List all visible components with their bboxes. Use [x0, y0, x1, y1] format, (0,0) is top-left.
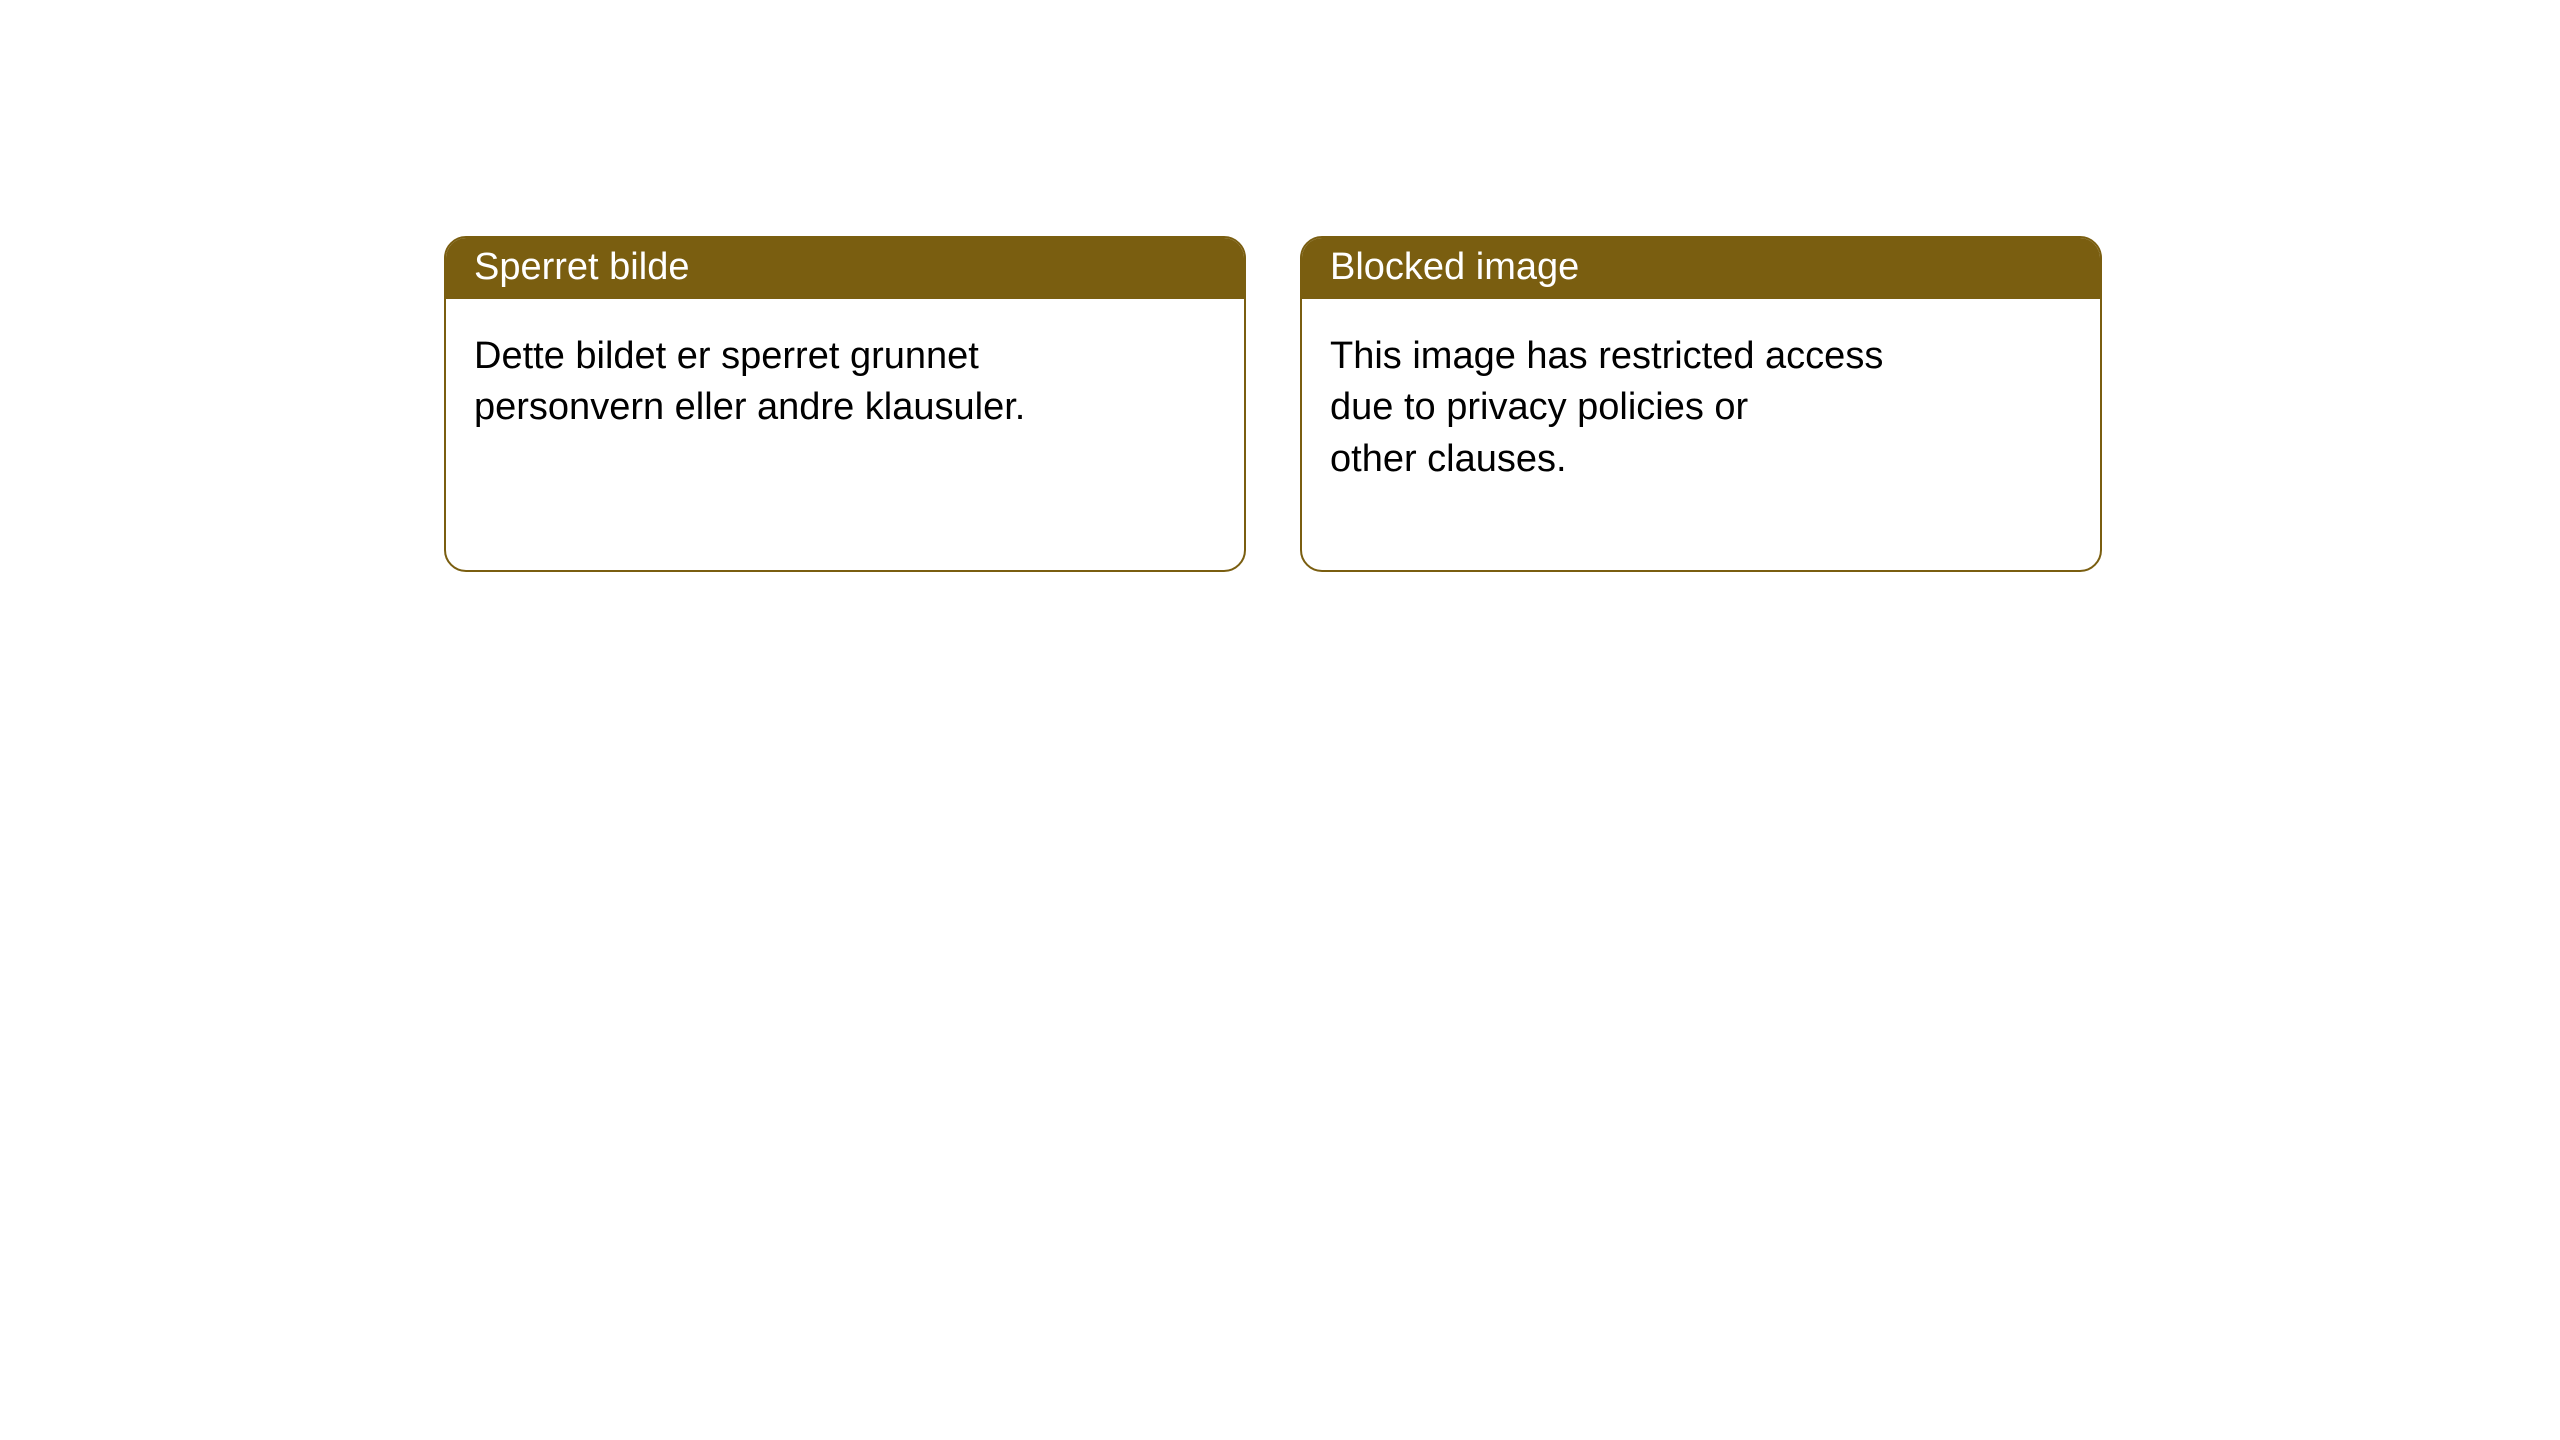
cards-container: Sperret bilde Dette bildet er sperret gr… — [0, 0, 2560, 572]
notice-card-title: Blocked image — [1302, 238, 2100, 299]
notice-card-body: This image has restricted access due to … — [1302, 299, 2100, 517]
notice-card-no: Sperret bilde Dette bildet er sperret gr… — [444, 236, 1246, 572]
notice-card-body: Dette bildet er sperret grunnet personve… — [446, 299, 1244, 466]
notice-card-en: Blocked image This image has restricted … — [1300, 236, 2102, 572]
notice-card-title: Sperret bilde — [446, 238, 1244, 299]
